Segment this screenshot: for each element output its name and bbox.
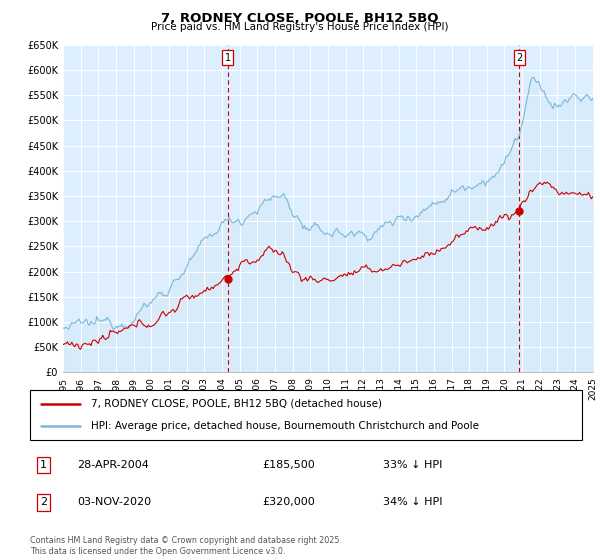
Text: HPI: Average price, detached house, Bournemouth Christchurch and Poole: HPI: Average price, detached house, Bour… xyxy=(91,421,479,431)
Text: 33% ↓ HPI: 33% ↓ HPI xyxy=(383,460,443,470)
Text: Contains HM Land Registry data © Crown copyright and database right 2025.
This d: Contains HM Land Registry data © Crown c… xyxy=(30,536,342,556)
Text: 28-APR-2004: 28-APR-2004 xyxy=(77,460,149,470)
Text: 03-NOV-2020: 03-NOV-2020 xyxy=(77,497,151,507)
Text: 1: 1 xyxy=(40,460,47,470)
Text: 34% ↓ HPI: 34% ↓ HPI xyxy=(383,497,443,507)
Text: Price paid vs. HM Land Registry's House Price Index (HPI): Price paid vs. HM Land Registry's House … xyxy=(151,22,449,32)
FancyBboxPatch shape xyxy=(30,390,582,440)
Text: 1: 1 xyxy=(225,53,231,63)
Text: 2: 2 xyxy=(40,497,47,507)
Text: £185,500: £185,500 xyxy=(262,460,314,470)
Text: 2: 2 xyxy=(516,53,522,63)
Text: 7, RODNEY CLOSE, POOLE, BH12 5BQ (detached house): 7, RODNEY CLOSE, POOLE, BH12 5BQ (detach… xyxy=(91,399,382,409)
Text: 7, RODNEY CLOSE, POOLE, BH12 5BQ: 7, RODNEY CLOSE, POOLE, BH12 5BQ xyxy=(161,12,439,25)
Text: £320,000: £320,000 xyxy=(262,497,314,507)
